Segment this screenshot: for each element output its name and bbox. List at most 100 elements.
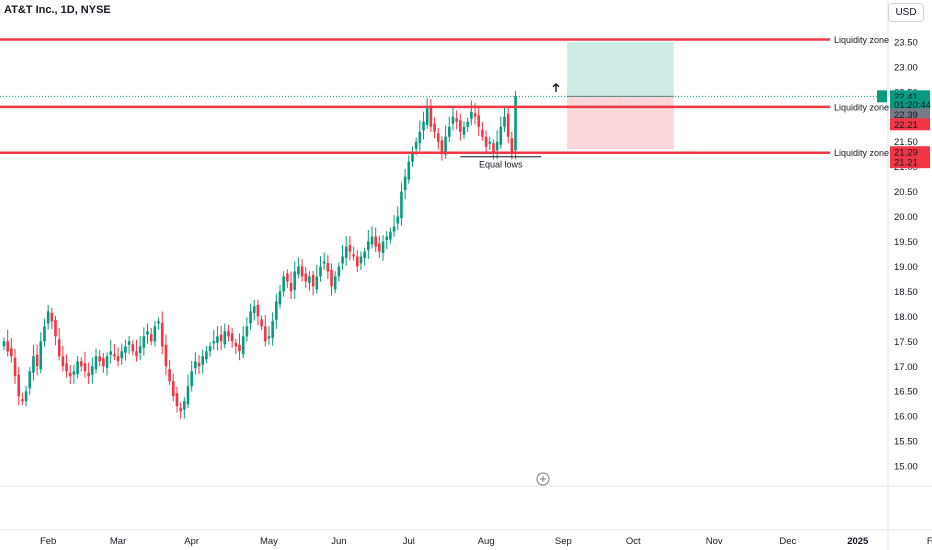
candle-body <box>506 113 510 137</box>
candle-body <box>499 126 503 145</box>
candle-body <box>227 331 230 337</box>
price-badge <box>890 146 930 159</box>
candle-body <box>120 351 124 359</box>
ticker-marker <box>877 90 887 103</box>
candle-body <box>322 261 326 264</box>
x-tick-label: Aug <box>478 536 495 547</box>
candle-body <box>503 116 506 127</box>
candle-body <box>238 344 241 352</box>
candle-body <box>447 126 451 137</box>
candle-body <box>271 321 274 338</box>
candle-body <box>363 251 366 258</box>
candle-body <box>208 346 212 352</box>
candle-body <box>245 326 249 337</box>
candle-body <box>315 276 319 290</box>
candle-body <box>21 399 24 402</box>
candle-body <box>216 336 219 343</box>
candle-body <box>341 256 344 264</box>
candle-body <box>131 344 135 352</box>
candle-body <box>24 391 28 402</box>
candle-body <box>282 276 285 292</box>
candle-body <box>381 241 385 254</box>
price-badge-label: 21.21 <box>894 158 918 169</box>
candle-body <box>440 140 444 152</box>
candle-body <box>190 371 193 387</box>
candle-body <box>249 311 252 324</box>
candle-body <box>175 393 179 407</box>
candle-body <box>83 363 87 372</box>
candle-body <box>462 126 466 135</box>
y-tick-label: 20.00 <box>894 212 918 223</box>
candle-body <box>459 120 462 132</box>
candle-body <box>142 336 146 348</box>
candle-body <box>374 236 377 247</box>
candle-body <box>514 96 517 151</box>
candle-body <box>267 336 271 339</box>
price-badge-label: 22.21 <box>894 120 918 131</box>
y-tick-label: 16.50 <box>894 387 918 398</box>
candle-body <box>201 356 205 365</box>
y-tick-label: 15.00 <box>894 462 918 473</box>
candle-body <box>157 321 160 324</box>
candle-body <box>61 356 65 367</box>
profit-zone[interactable] <box>567 41 674 97</box>
candle-body <box>43 326 46 342</box>
y-tick-label: 17.00 <box>894 362 918 373</box>
candle-body <box>484 136 488 147</box>
plot-area <box>0 0 888 486</box>
candle-body <box>286 273 289 282</box>
x-tick-label: Sep <box>555 536 572 547</box>
candle-body <box>293 271 297 290</box>
x-tick-label: May <box>260 536 278 547</box>
add-plus-cross <box>540 476 546 482</box>
liquidity-zone-label: Liquidity zone <box>834 102 889 112</box>
y-tick-label: 20.50 <box>894 187 918 198</box>
x-tick-label: Jul <box>403 536 415 547</box>
candle-body <box>348 245 352 252</box>
candle-body <box>17 374 21 397</box>
candle-body <box>436 133 440 142</box>
candle-body <box>411 151 414 162</box>
candle-body <box>407 161 411 180</box>
candle-body <box>230 333 234 342</box>
x-tick-label: Jun <box>331 536 346 547</box>
candle-body <box>300 266 304 277</box>
equal-lows-label: Equal lows <box>479 160 523 170</box>
candle-body <box>109 351 113 355</box>
candle-body <box>495 141 499 151</box>
price-badge <box>890 118 930 131</box>
candle-body <box>39 341 43 370</box>
symbol-title[interactable]: AT&T Inc., 1D, NYSE <box>4 4 111 16</box>
candle-body <box>164 344 168 367</box>
candle-body <box>127 341 131 345</box>
candle-body <box>219 334 223 342</box>
candle-body <box>260 319 263 327</box>
candle-body <box>35 354 39 367</box>
price-badge-label: 22.41 <box>894 92 918 103</box>
x-tick-label: Mar <box>110 536 126 547</box>
candle-body <box>414 141 418 149</box>
currency-button[interactable]: USD <box>888 3 924 22</box>
candle-body <box>135 351 138 357</box>
loss-zone[interactable] <box>567 96 674 150</box>
candle-body <box>275 301 278 320</box>
candle-body <box>153 326 157 342</box>
candle-body <box>72 371 76 375</box>
candle-body <box>297 266 300 275</box>
x-tick-label: Apr <box>184 536 199 547</box>
candle-body <box>425 106 429 125</box>
candle-body <box>481 129 484 137</box>
price-badge <box>890 108 930 121</box>
candle-body <box>400 191 403 219</box>
candle-body <box>344 246 348 258</box>
candle-body <box>473 113 477 117</box>
candle-body <box>94 356 98 370</box>
candle-body <box>197 362 201 367</box>
candle-body <box>433 123 436 132</box>
liquidity-zone-label: Liquidity zone <box>834 148 889 158</box>
y-tick-label: 18.00 <box>894 312 918 323</box>
candle-body <box>65 363 68 372</box>
candle-body <box>54 319 57 337</box>
candle-body <box>256 304 260 317</box>
